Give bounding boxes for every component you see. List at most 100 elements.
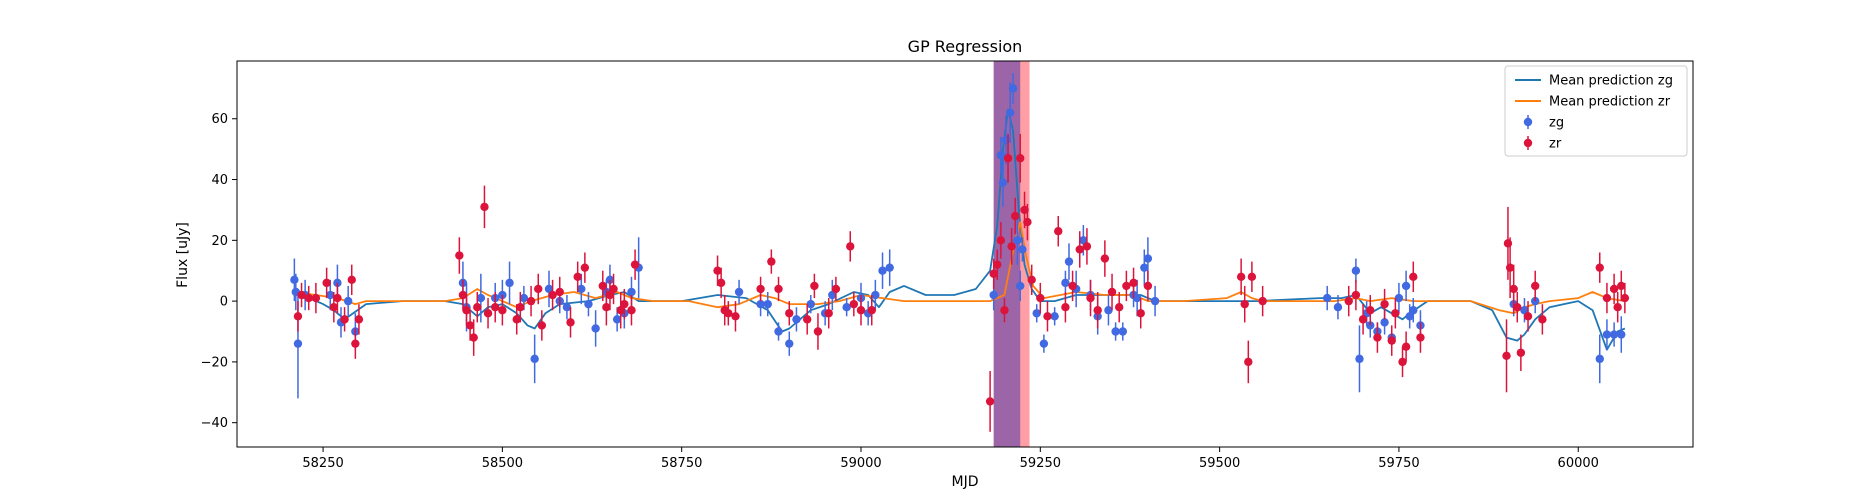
x-tick-label: 58250	[302, 456, 343, 471]
point-marker	[828, 290, 837, 300]
data-point-zr	[580, 252, 590, 283]
point-marker	[573, 272, 582, 281]
point-marker	[996, 151, 1006, 160]
point-marker	[785, 339, 794, 348]
y-tick-label: 40	[211, 173, 228, 188]
data-point-zr	[1401, 331, 1411, 362]
point-marker	[871, 290, 880, 300]
legend-item: Mean prediction zr	[1515, 95, 1671, 110]
y-tick-label: 60	[211, 112, 228, 127]
point-marker	[989, 269, 998, 278]
data-point-zg	[591, 310, 600, 347]
point-marker	[763, 299, 772, 309]
point-marker	[1244, 357, 1253, 367]
x-tick-label: 59250	[1020, 456, 1061, 471]
data-point-zr	[1516, 334, 1526, 372]
point-marker	[577, 284, 586, 294]
point-marker	[774, 284, 783, 294]
data-point-zg	[792, 307, 801, 332]
data-point-zr	[616, 291, 625, 329]
data-point-zr	[322, 267, 331, 299]
point-marker	[1007, 242, 1016, 251]
point-marker	[803, 315, 812, 324]
data-point-zr	[1538, 304, 1547, 335]
data-point-zg	[806, 295, 815, 314]
point-marker	[1613, 302, 1622, 312]
data-point-zr	[620, 288, 629, 320]
point-marker	[996, 236, 1006, 245]
data-point-zr	[1143, 270, 1153, 302]
data-point-zr	[867, 295, 876, 326]
data-point-zr	[1502, 319, 1511, 393]
data-point-zg	[1016, 270, 1025, 302]
data-point-zr	[1531, 270, 1540, 302]
point-marker	[1247, 272, 1257, 281]
data-point-zr	[1122, 270, 1131, 302]
data-point-zr	[831, 276, 841, 302]
point-marker	[774, 327, 783, 336]
legend-label: Mean prediction zg	[1549, 74, 1673, 89]
data-point-zr	[483, 298, 493, 329]
legend-label: zg	[1549, 116, 1564, 131]
x-tick-label: 58750	[661, 456, 702, 471]
data-point-zr	[1036, 282, 1045, 314]
data-point-zg	[1401, 270, 1411, 302]
point-marker	[1039, 339, 1049, 348]
data-point-zg	[1609, 322, 1619, 347]
point-marker	[1143, 281, 1153, 291]
data-point-zr	[846, 231, 855, 262]
data-point-zr	[1513, 291, 1522, 323]
data-point-zr	[1351, 279, 1361, 311]
point-marker	[1020, 205, 1029, 215]
data-point-zr	[724, 301, 733, 326]
data-point-zg	[1333, 295, 1343, 320]
data-point-zr	[526, 285, 536, 317]
data-point-zg	[763, 291, 772, 317]
point-marker	[1100, 254, 1110, 263]
series-line-mean-prediction-zg	[293, 108, 1626, 351]
point-marker	[1086, 293, 1095, 303]
data-point-zg	[885, 249, 894, 286]
data-point-zr	[1043, 301, 1052, 332]
point-marker	[1011, 211, 1020, 221]
data-point-zg	[785, 331, 794, 356]
point-marker	[458, 290, 468, 300]
data-point-zg	[505, 261, 514, 305]
point-marker	[1394, 293, 1404, 303]
point-marker	[1122, 281, 1131, 291]
y-tick-label: 20	[211, 234, 228, 249]
point-marker	[1068, 281, 1077, 291]
point-marker	[455, 251, 464, 260]
data-point-zr	[297, 282, 306, 308]
point-marker	[343, 296, 353, 306]
data-point-zg	[1039, 334, 1049, 353]
point-marker	[1609, 330, 1619, 339]
data-point-zr	[469, 319, 478, 356]
point-marker	[1409, 306, 1418, 315]
data-point-zg	[842, 298, 851, 317]
data-point-zr	[1115, 291, 1124, 323]
data-point-zg	[544, 270, 554, 308]
data-point-zr	[333, 282, 342, 314]
data-point-zr	[1523, 301, 1533, 332]
data-point-zr	[785, 301, 794, 326]
shaded-region-2	[993, 61, 1021, 447]
data-point-zr	[1075, 231, 1084, 268]
point-marker	[1513, 302, 1522, 312]
data-point-zr	[1007, 228, 1016, 265]
point-marker	[566, 318, 575, 327]
point-marker	[591, 324, 600, 333]
point-marker	[311, 293, 321, 303]
data-point-zr	[756, 276, 765, 302]
point-marker	[1620, 293, 1630, 303]
y-axis-ticks: −40 −20 0 20 40 60	[201, 112, 237, 431]
point-marker	[630, 260, 640, 269]
legend-item: zr	[1523, 136, 1562, 152]
point-marker	[1023, 217, 1032, 227]
data-point-zr	[1358, 304, 1368, 335]
point-marker	[878, 266, 887, 275]
point-marker	[849, 299, 859, 309]
point-marker	[602, 302, 611, 312]
data-point-zr	[985, 371, 995, 432]
point-marker	[516, 302, 525, 312]
